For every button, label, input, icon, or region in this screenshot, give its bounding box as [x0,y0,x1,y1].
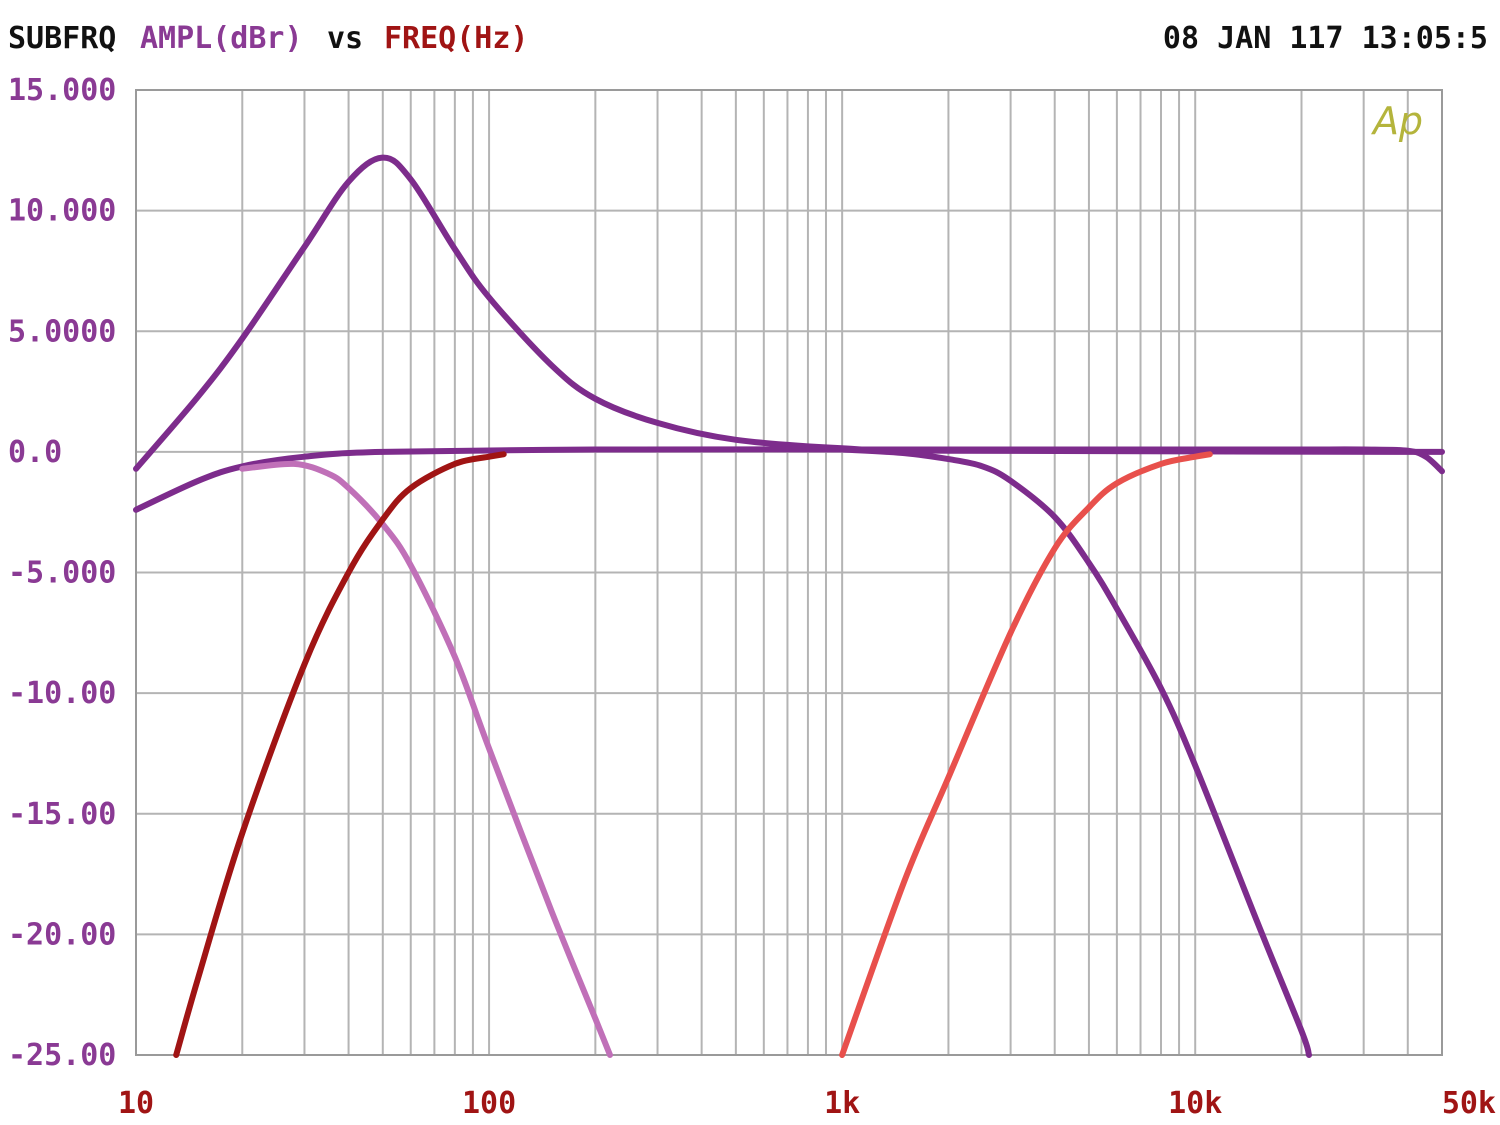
plot-frame [135,89,1443,1056]
series-line-6 [839,451,1213,1058]
y-tick-label: 15.000 [8,73,116,108]
x-tick-label: 10k [1168,1086,1222,1121]
x-tick-label: 100 [462,1086,516,1121]
series-line-3 [239,460,613,1058]
y-tick-label: 5.0000 [8,314,116,349]
y-tick-label: 10.000 [8,194,116,229]
ap-logo: Ap [1370,99,1423,143]
x-tick-label: 50k [1442,1086,1496,1121]
series-line-4 [839,446,1312,1058]
y-tick-label: -10.00 [8,676,116,711]
series-layer [133,154,1445,1058]
header-xname: FREQ(Hz) [384,21,529,56]
header-timestamp: 08 JAN 117 13:05:5 [1163,21,1488,56]
series-line-5 [173,451,507,1058]
header-prefix: SUBFRQ [8,21,116,56]
y-tick-label: -5.000 [8,556,116,591]
y-tick-label: 0.0 [8,435,62,470]
x-tick-labels: 10 100 1k 10k 50k [118,1086,1496,1121]
ap-logo-text: Ap [1370,99,1423,143]
x-tick-label: 10 [118,1086,154,1121]
y-tick-label: -20.00 [8,917,116,952]
x-tick-label: 1k [824,1086,860,1121]
header-vs: vs [327,21,363,56]
y-tick-label: -25.00 [8,1038,116,1073]
header-yname: AMPL(dBr) [140,21,303,56]
y-tick-labels: 15.000 10.000 5.0000 0.0 -5.000 -10.00 -15.00 -… [8,73,116,1073]
y-tick-label: -15.00 [8,797,116,832]
chart-header: SUBFRQ AMPL(dBr) vs FREQ(Hz) 08 JAN 117 … [8,21,1488,56]
